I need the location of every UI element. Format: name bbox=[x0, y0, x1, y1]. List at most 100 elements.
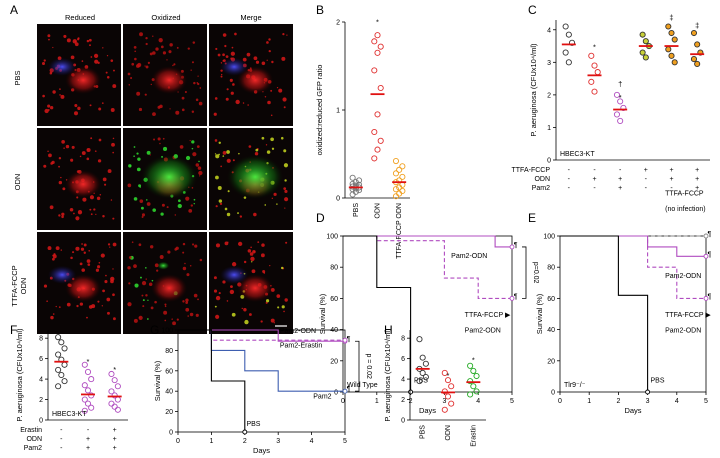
condition-row-label: TTFA-FCCP bbox=[512, 167, 551, 174]
micrograph-dot bbox=[106, 55, 109, 57]
micrograph-dot bbox=[179, 145, 184, 149]
micrograph-dot bbox=[88, 38, 92, 42]
micrograph-dot bbox=[61, 139, 65, 144]
micrograph-dot bbox=[133, 197, 138, 201]
micrograph-dot bbox=[264, 204, 267, 206]
micrograph-dot bbox=[55, 246, 60, 251]
micrograph-dot bbox=[175, 110, 180, 115]
micrograph-dot bbox=[164, 303, 167, 306]
micrograph-grid bbox=[37, 24, 293, 334]
micrograph-dot bbox=[261, 136, 265, 140]
micrograph-dot bbox=[149, 52, 153, 56]
micrograph-cell bbox=[123, 232, 207, 334]
micrograph-dot bbox=[43, 59, 46, 62]
micrograph-dot bbox=[192, 243, 195, 246]
micrograph-dot bbox=[147, 299, 149, 301]
micrograph-dot bbox=[133, 46, 137, 49]
micrograph-dot bbox=[110, 279, 114, 284]
micrograph-dot bbox=[222, 155, 225, 157]
micrograph-dot bbox=[184, 262, 186, 265]
panel-h: H 0 2 4 6 8 P. aeruginosa (CFUx10⁴/ml) PBS ODN E… bbox=[383, 323, 486, 447]
curve-label: ¶ bbox=[514, 293, 518, 300]
y-tick-label: 0 bbox=[39, 418, 43, 425]
x-tick-label: 1 bbox=[587, 398, 591, 405]
data-point bbox=[108, 370, 115, 378]
micrograph-dot bbox=[159, 142, 161, 145]
data-point bbox=[671, 59, 678, 66]
survival-curve bbox=[560, 235, 706, 257]
category-label: ODN bbox=[445, 425, 452, 441]
micrograph-dot bbox=[97, 300, 100, 303]
data-point bbox=[448, 383, 455, 390]
data-point bbox=[568, 39, 576, 46]
micrograph-dot bbox=[112, 242, 117, 247]
micrograph-dot bbox=[90, 213, 93, 216]
micrograph-dot bbox=[268, 38, 271, 41]
micrograph-dot bbox=[284, 298, 288, 302]
micrograph-dot bbox=[104, 183, 107, 186]
micrograph-dot bbox=[213, 276, 217, 280]
data-point bbox=[55, 351, 62, 358]
micrograph-dot bbox=[63, 34, 67, 38]
micrograph-dot bbox=[147, 61, 150, 65]
micrograph-dot bbox=[93, 53, 99, 59]
curve-label: ¶ bbox=[707, 293, 711, 300]
micrograph-dot bbox=[89, 44, 91, 47]
data-point bbox=[613, 111, 621, 118]
micrograph-dot bbox=[106, 297, 111, 302]
micrograph-dot bbox=[199, 258, 203, 262]
micrograph-dot bbox=[70, 256, 73, 260]
micrograph-dot bbox=[141, 213, 146, 217]
micrograph-dot bbox=[151, 279, 154, 282]
micrograph-dot bbox=[162, 51, 167, 55]
data-point bbox=[639, 31, 646, 38]
micrograph-dot bbox=[255, 60, 260, 64]
y-tick-label: 2 bbox=[401, 397, 405, 404]
inner-label: Wild Type bbox=[347, 382, 378, 389]
data-point bbox=[416, 336, 423, 343]
condition-sign: + bbox=[695, 176, 699, 183]
micrograph-dot bbox=[89, 208, 92, 211]
data-point bbox=[642, 54, 649, 61]
micrograph-dot bbox=[102, 289, 105, 293]
micrograph-dot bbox=[253, 56, 258, 61]
data-point bbox=[671, 36, 678, 43]
micrograph-dot bbox=[218, 292, 221, 295]
micrograph-green-blob bbox=[227, 154, 284, 199]
panel-b: B 0 1 2 oxidized:reduced GFP ratio PBS ODN TTF… bbox=[315, 3, 410, 259]
curve-label: PBS bbox=[246, 421, 260, 428]
data-point bbox=[591, 88, 598, 95]
condition-row-label: Erastin bbox=[20, 427, 42, 434]
micrograph-dot bbox=[185, 307, 190, 312]
micrograph-dot bbox=[280, 266, 284, 270]
condition-sign: - bbox=[568, 185, 571, 192]
micrograph-dot bbox=[186, 273, 190, 277]
micrograph-dot bbox=[192, 41, 196, 44]
micrograph-dot bbox=[133, 146, 136, 148]
y-tick-label: 0 bbox=[551, 390, 555, 397]
micrograph-dot bbox=[171, 318, 173, 320]
survival-curve bbox=[343, 235, 512, 248]
data-point bbox=[668, 52, 675, 59]
curve-endpoint bbox=[242, 429, 248, 435]
micrograph-dot bbox=[94, 150, 97, 152]
category-label: TTFA-FCCP ODN bbox=[396, 203, 403, 259]
micrograph-dot bbox=[187, 47, 190, 50]
y-axis-label: oxidized:reduced GFP ratio bbox=[315, 65, 324, 156]
y-tick-label: 40 bbox=[547, 327, 555, 334]
micrograph-dot bbox=[136, 91, 141, 96]
micrograph-dot bbox=[104, 280, 108, 284]
data-point bbox=[84, 368, 92, 375]
micrograph-dot bbox=[129, 165, 132, 167]
y-tick-label: 6 bbox=[39, 356, 43, 363]
curve-label: TTFA-FCCP ▶ bbox=[665, 312, 711, 319]
category-label: ODN bbox=[375, 203, 382, 219]
micrograph-dot bbox=[71, 145, 75, 149]
data-point bbox=[441, 388, 448, 395]
micrograph-dot bbox=[197, 75, 199, 77]
micrograph-dot bbox=[70, 55, 75, 60]
data-point bbox=[588, 78, 595, 85]
micrograph-dot bbox=[185, 155, 191, 161]
x-tick-label: 1 bbox=[209, 438, 213, 445]
micrograph-dot bbox=[174, 214, 177, 216]
